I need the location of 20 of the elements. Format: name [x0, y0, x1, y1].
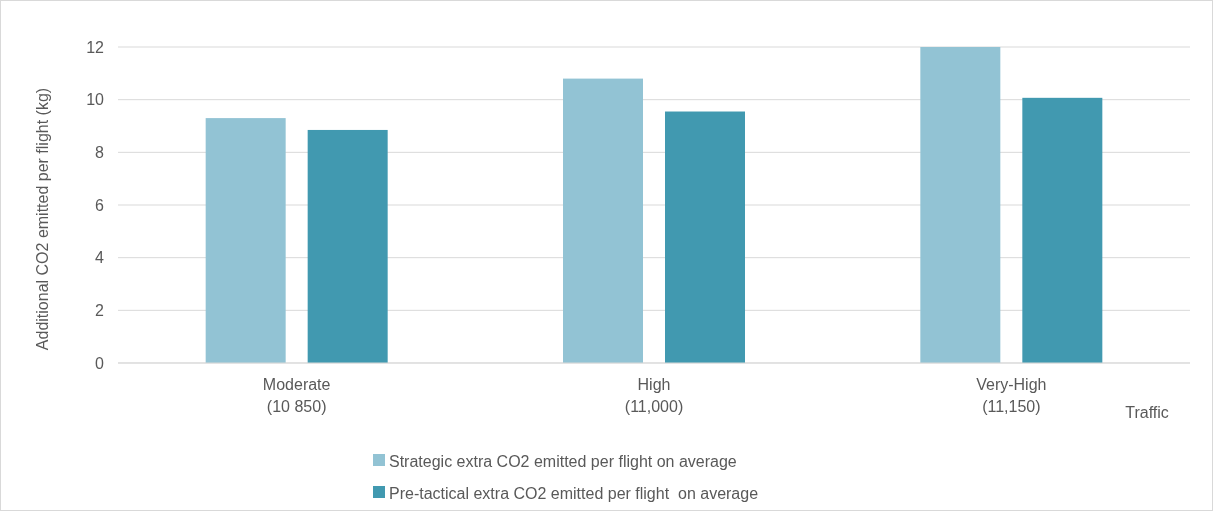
bar: [205, 118, 286, 363]
legend-label: Strategic extra CO2 emitted per flight on average: [389, 452, 737, 470]
y-axis-title: Additional CO2 emitted per flight (kg): [34, 87, 51, 351]
bar: [665, 111, 745, 363]
bar: [920, 47, 1001, 363]
x-tick-label: Moderate (10 850): [262, 376, 331, 415]
bar: [1022, 97, 1103, 363]
x-tick-label: Very-High (11,150): [976, 376, 1047, 415]
x-axis-title: Traffic: [1125, 404, 1169, 421]
y-tick-label: 2: [95, 301, 105, 319]
legend-label: Pre-tactical extra CO2 emitted per flight on average: [389, 484, 759, 502]
x-tick-label: High (11,000): [624, 376, 684, 415]
y-tick-label: 12: [86, 38, 105, 56]
bar: [563, 78, 643, 363]
y-tick-label: 8: [95, 143, 105, 161]
y-tick-label: 6: [95, 196, 105, 214]
bar: [307, 129, 388, 363]
y-tick-label: 0: [95, 354, 105, 372]
y-tick-label: 4: [95, 249, 105, 267]
y-tick-label: 10: [86, 91, 105, 109]
